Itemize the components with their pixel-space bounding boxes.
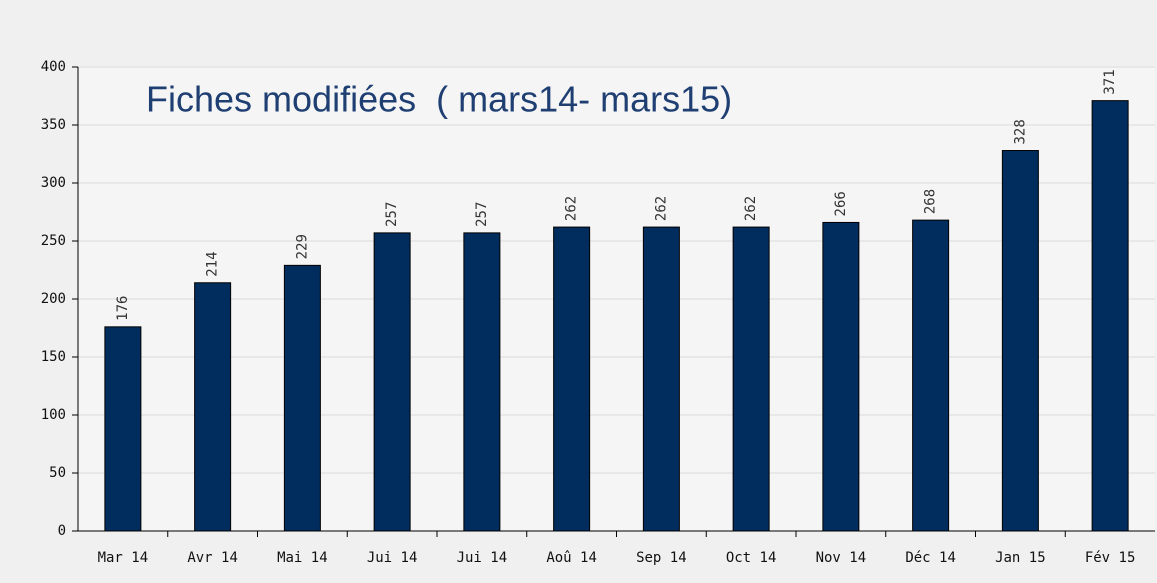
y-tick-label: 400 — [41, 59, 66, 75]
y-tick-label: 0 — [58, 523, 66, 539]
x-tick-label: Mar 14 — [98, 550, 149, 566]
value-label: 214 — [205, 251, 221, 276]
chart-title: Fiches modifiées ( mars14- mars15) — [146, 79, 732, 120]
value-label: 262 — [653, 196, 669, 221]
bar — [104, 326, 142, 532]
x-tick-label: Fév 15 — [1085, 550, 1136, 566]
value-label: 257 — [474, 202, 490, 227]
x-tick-label: Aoû 14 — [546, 550, 597, 566]
y-tick-label: 100 — [41, 407, 66, 423]
bar — [912, 219, 950, 532]
value-label: 262 — [564, 196, 580, 221]
x-tick-label: Oct 14 — [726, 550, 777, 566]
value-label: 266 — [833, 191, 849, 216]
bar — [463, 232, 501, 532]
x-tick-label: Jui 14 — [457, 550, 508, 566]
y-tick-label: 300 — [41, 175, 66, 191]
y-tick-label: 250 — [41, 233, 66, 249]
bar — [642, 226, 680, 532]
bar — [1001, 150, 1039, 532]
y-tick-label: 350 — [41, 117, 66, 133]
bar — [283, 264, 321, 532]
y-tick-label: 200 — [41, 291, 66, 307]
value-label: 257 — [384, 202, 400, 227]
bar — [1091, 100, 1129, 532]
bar — [373, 232, 411, 532]
x-tick-label: Mai 14 — [277, 550, 328, 566]
value-label: 371 — [1102, 69, 1118, 94]
x-tick-label: Nov 14 — [816, 550, 867, 566]
bar — [822, 221, 860, 532]
value-label: 229 — [294, 234, 310, 259]
value-label: 176 — [115, 296, 131, 321]
x-tick-label: Sep 14 — [636, 550, 687, 566]
value-label: 262 — [743, 196, 759, 221]
value-label: 268 — [923, 189, 939, 214]
bar — [553, 226, 591, 532]
y-tick-label: 150 — [41, 349, 66, 365]
y-tick-label: 50 — [49, 465, 66, 481]
x-tick-label: Avr 14 — [187, 550, 238, 566]
x-tick-label: Jan 15 — [995, 550, 1046, 566]
value-label: 328 — [1012, 119, 1028, 144]
x-tick-label: Jui 14 — [367, 550, 418, 566]
bar — [732, 226, 770, 532]
x-tick-label: Déc 14 — [905, 550, 956, 566]
bar — [194, 282, 232, 532]
